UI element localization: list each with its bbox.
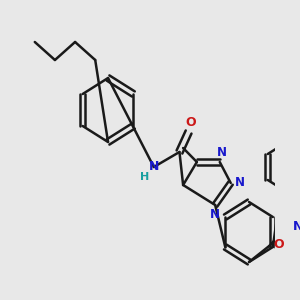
Text: N: N [210,208,220,221]
Text: N: N [148,160,159,173]
Text: H: H [140,172,149,182]
Text: O: O [273,238,284,250]
Text: N: N [235,176,245,190]
Text: O: O [185,116,196,130]
Text: N: N [217,146,226,160]
Text: N: N [293,220,300,233]
